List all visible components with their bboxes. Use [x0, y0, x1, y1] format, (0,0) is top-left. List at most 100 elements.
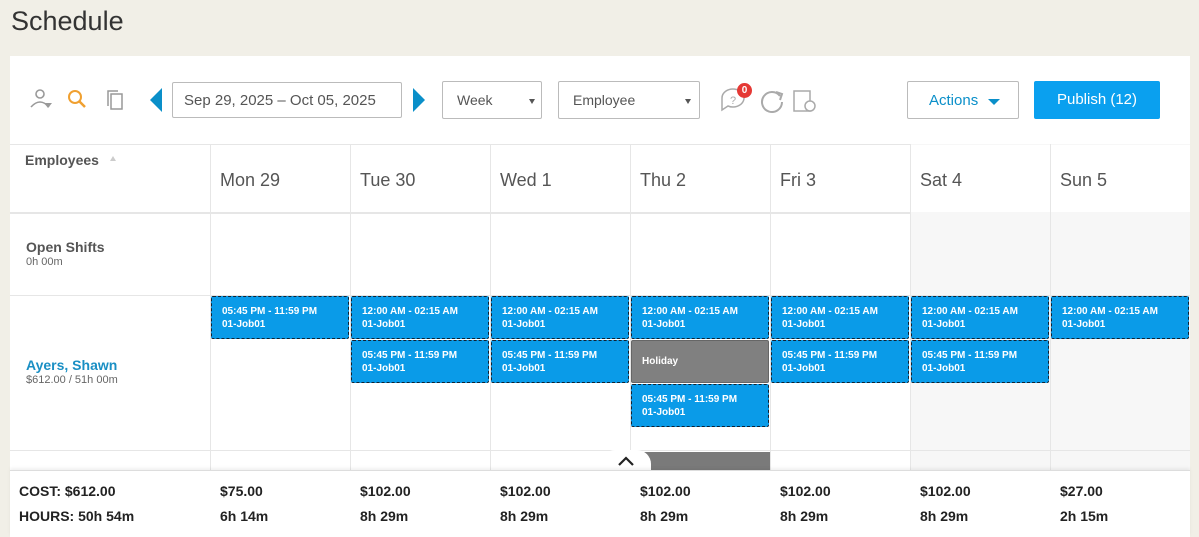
shift-time: 05:45 PM - 11:59 PM: [222, 306, 318, 317]
day-hours: 8h 29m: [920, 508, 969, 524]
svg-text:?: ?: [730, 95, 736, 107]
day-cost: $75.00: [220, 483, 263, 499]
day-cost: $102.00: [780, 483, 831, 499]
day-header: Wed 1: [500, 170, 552, 190]
day-header: Sat 4: [920, 170, 963, 190]
grid-header: [10, 144, 1190, 214]
day-column: [770, 144, 910, 470]
day-hours: 8h 29m: [780, 508, 829, 524]
shift[interactable]: 12:00 AM - 02:15 AM 01-Job01: [771, 296, 909, 339]
shift-job: 01-Job01: [782, 319, 826, 330]
day-cost: $102.00: [640, 483, 691, 499]
shift[interactable]: Holiday: [631, 340, 769, 383]
shift-time: 05:45 PM - 11:59 PM: [642, 394, 738, 405]
shift[interactable]: 12:00 AM - 02:15 AM 01-Job01: [491, 296, 629, 339]
chevron-up: [618, 456, 634, 466]
shift-time: 12:00 AM - 02:15 AM: [502, 306, 598, 317]
next-row-shift: [640, 452, 770, 470]
shift-job: 01-Job01: [922, 363, 966, 374]
row-summary: 0h 00m: [26, 256, 63, 268]
notification-badge: 0: [737, 83, 752, 98]
day-divider: [630, 144, 631, 214]
shift-time: 12:00 AM - 02:15 AM: [922, 306, 1018, 317]
day-cost: $102.00: [360, 483, 411, 499]
shift[interactable]: 12:00 AM - 02:15 AM 01-Job01: [351, 296, 489, 339]
shift[interactable]: 05:45 PM - 11:59 PM 01-Job01: [911, 340, 1049, 383]
publish-button[interactable]: Publish (12): [1034, 81, 1160, 119]
shift-job: 01-Job01: [362, 363, 406, 374]
group-select[interactable]: Employee: [558, 81, 700, 119]
row-summary: $612.00 / 51h 00m: [26, 374, 118, 386]
group-value: Employee: [573, 92, 636, 108]
day-column: [490, 144, 630, 470]
shift[interactable]: 05:45 PM - 11:59 PM 01-Job01: [771, 340, 909, 383]
day-hours: 8h 29m: [500, 508, 549, 524]
shift[interactable]: 05:45 PM - 11:59 PM 01-Job01: [211, 296, 349, 339]
employees-header[interactable]: Employees: [25, 152, 99, 168]
date-range[interactable]: Sep 29, 2025 – Oct 05, 2025: [172, 82, 402, 118]
day-column: [630, 144, 770, 470]
shift[interactable]: 12:00 AM - 02:15 AM 01-Job01: [911, 296, 1049, 339]
shift-job: 01-Job01: [642, 319, 686, 330]
shift-job: 01-Job01: [1062, 319, 1106, 330]
total-hours: HOURS: 50h 54m: [19, 508, 135, 524]
shift-time: 12:00 AM - 02:15 AM: [642, 306, 738, 317]
shift-time: 05:45 PM - 11:59 PM: [922, 350, 1018, 361]
page-title: Schedule: [11, 6, 124, 36]
day-hours: 8h 29m: [640, 508, 689, 524]
day-divider: [350, 144, 351, 214]
day-header: Mon 29: [220, 170, 281, 190]
shift-job: 01-Job01: [782, 363, 826, 374]
prev-week[interactable]: [150, 88, 164, 112]
shift[interactable]: 12:00 AM - 02:15 AM 01-Job01: [631, 296, 769, 339]
total-cost: COST: $612.00: [19, 483, 116, 499]
actions-label: Actions: [929, 92, 979, 109]
day-hours: 8h 29m: [360, 508, 409, 524]
toolbar-icons-2[interactable]: ?: [718, 86, 818, 116]
view-select[interactable]: Week: [442, 81, 542, 119]
day-divider: [1050, 144, 1051, 214]
row-name[interactable]: Ayers, Shawn: [26, 357, 118, 373]
shift[interactable]: 12:00 AM - 02:15 AM 01-Job01: [1051, 296, 1189, 339]
shift-time: 12:00 AM - 02:15 AM: [1062, 306, 1158, 317]
actions-button[interactable]: Actions: [907, 81, 1019, 119]
day-divider: [490, 144, 491, 214]
sort-indicator: [110, 156, 116, 161]
row-divider: [10, 295, 1190, 296]
shift-time: 12:00 AM - 02:15 AM: [782, 306, 878, 317]
shift[interactable]: 05:45 PM - 11:59 PM 01-Job01: [631, 384, 769, 427]
day-column: [210, 144, 350, 470]
day-cost: $27.00: [1060, 483, 1103, 499]
shift-job: 01-Job01: [642, 407, 686, 418]
shift[interactable]: 05:45 PM - 11:59 PM 01-Job01: [351, 340, 489, 383]
shift-job: 01-Job01: [362, 319, 406, 330]
schedule-grid: Employees Mon 29 Tue 30 Wed 1 Thu 2 Fri 3 Sat…: [10, 144, 1190, 470]
toolbar-icons[interactable]: [28, 87, 124, 115]
header-fill: [210, 145, 1190, 212]
totals-footer: COST: $612.00 HOURS: 50h 54m $75.00 6h 14…: [10, 470, 1190, 537]
day-cost: $102.00: [500, 483, 551, 499]
day-divider: [770, 144, 771, 214]
day-header: Thu 2: [640, 170, 687, 190]
day-divider: [910, 144, 911, 214]
row-divider: [10, 450, 1190, 451]
day-cost: $102.00: [920, 483, 971, 499]
shift-time: 05:45 PM - 11:59 PM: [502, 350, 598, 361]
row-name: Open Shifts: [26, 239, 105, 255]
view-value: Week: [457, 92, 493, 108]
shift-time: 05:45 PM - 11:59 PM: [782, 350, 878, 361]
shift-job: 01-Job01: [222, 319, 266, 330]
shift-job: 01-Job01: [502, 363, 546, 374]
day-header: Sun 5: [1060, 170, 1108, 190]
shift[interactable]: 05:45 PM - 11:59 PM 01-Job01: [491, 340, 629, 383]
day-header: Fri 3: [780, 170, 816, 190]
shift-label: Holiday: [642, 356, 679, 367]
shift-job: 01-Job01: [922, 319, 966, 330]
shift-time: 12:00 AM - 02:15 AM: [362, 306, 458, 317]
day-hours: 2h 15m: [1060, 508, 1109, 524]
day-hours: 6h 14m: [220, 508, 269, 524]
next-week[interactable]: [411, 88, 425, 112]
shift-job: 01-Job01: [502, 319, 546, 330]
day-header: Tue 30: [360, 170, 416, 190]
